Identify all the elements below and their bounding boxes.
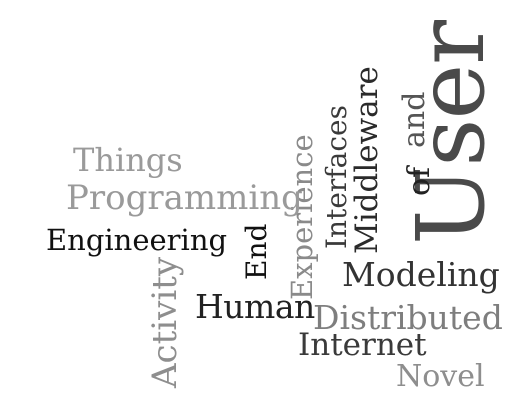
word-and: and [397, 91, 432, 148]
word-novel: Novel [396, 359, 485, 394]
word-activity: Activity [145, 256, 185, 388]
word-distributed: Distributed [313, 298, 503, 337]
word-of: of [402, 166, 437, 196]
word-engineering: Engineering [46, 223, 228, 257]
word-middleware: Middleware [349, 66, 385, 254]
word-programming: Programming [66, 178, 303, 218]
word-things: Things [73, 141, 183, 179]
word-modeling: Modeling [342, 255, 500, 294]
word-end: End [240, 223, 273, 280]
word-human: Human [195, 287, 315, 326]
word-interfaces: Interfaces [320, 105, 353, 249]
word-internet: Internet [298, 327, 427, 363]
